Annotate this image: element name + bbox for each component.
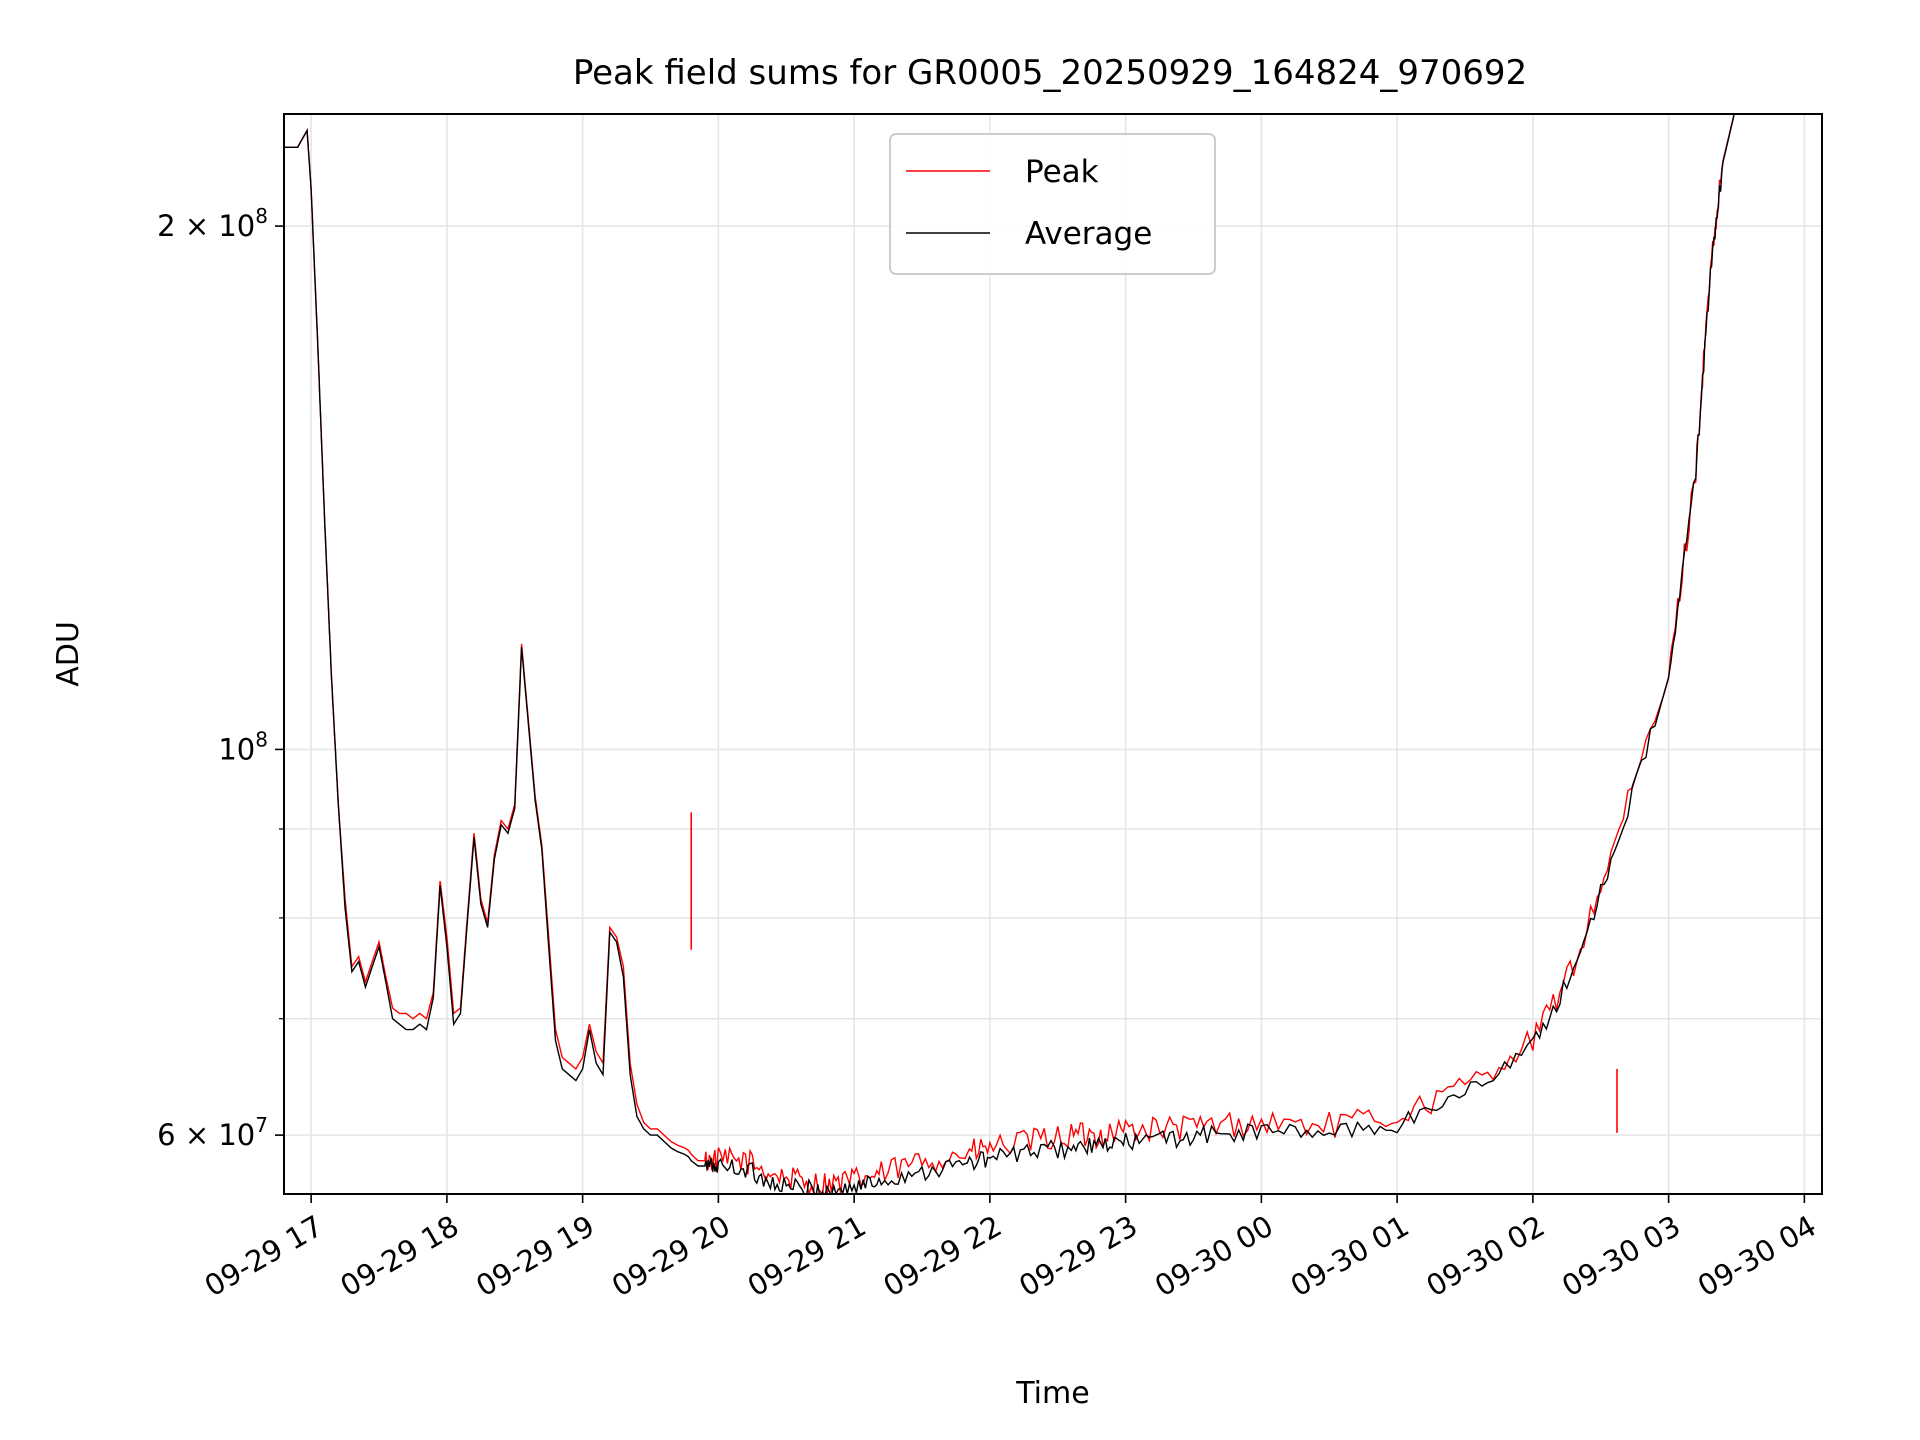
y-tick-label-exponent: 8 <box>255 204 268 228</box>
plot-area <box>284 114 1735 1194</box>
series-line-average <box>284 114 1735 1194</box>
axes-frame <box>283 113 1823 1195</box>
y-tick-label-base: 6 × 10 <box>157 1118 255 1152</box>
y-axis-label: ADU <box>51 621 86 687</box>
y-tick-label-base: 2 × 10 <box>157 209 255 243</box>
y-tick-label-exponent: 7 <box>255 1113 268 1137</box>
legend-label-average: Average <box>1025 216 1152 252</box>
y-tick-label: 108 <box>218 727 268 766</box>
legend-box <box>889 133 1216 275</box>
y-tick-label-base: 10 <box>218 732 255 766</box>
y-tick-label: 2 × 108 <box>157 204 268 243</box>
legend-label-peak: Peak <box>1025 154 1099 190</box>
legend: Peak Average <box>889 133 1216 275</box>
x-axis-label: Time <box>1015 1376 1089 1411</box>
y-tick-label-exponent: 8 <box>255 727 268 751</box>
grid <box>284 114 1822 1194</box>
chart-title: Peak field sums for GR0005_20250929_1648… <box>573 53 1527 93</box>
series-line-peak <box>284 114 1735 1194</box>
y-tick-label: 6 × 107 <box>157 1113 268 1152</box>
